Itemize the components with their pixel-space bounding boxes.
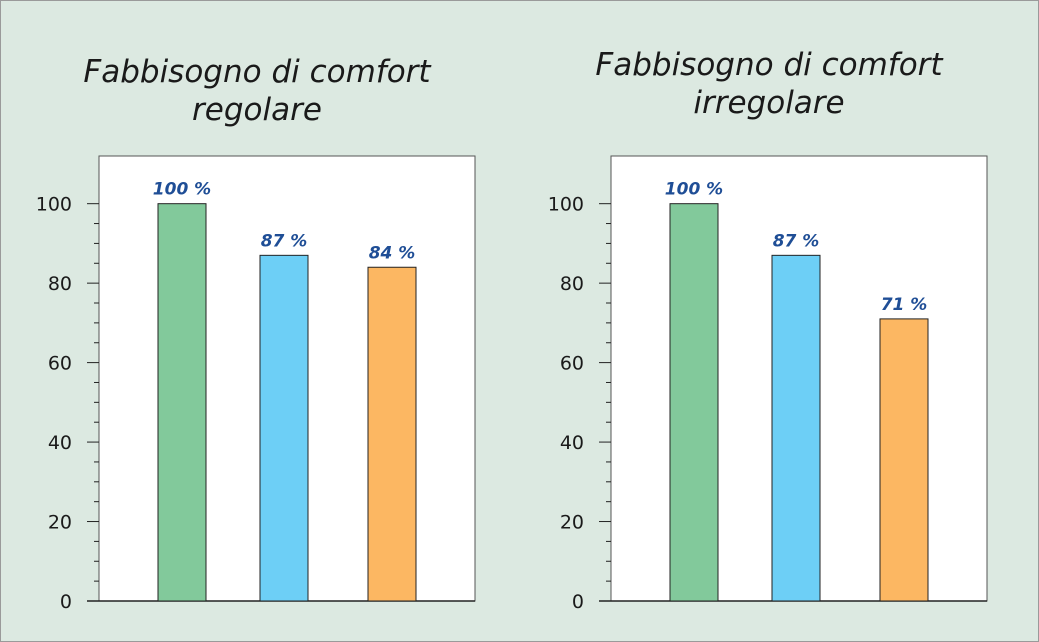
bar-value-label: 87 % <box>773 231 820 251</box>
bar <box>879 318 929 602</box>
chart-panel-irregular: Fabbisogno di comfort irregolare 0 20 40 60… <box>513 1 1025 641</box>
y-tick-label: 60 <box>48 353 72 375</box>
y-tick-label: 20 <box>48 512 72 534</box>
y-tick-label: 60 <box>560 353 584 375</box>
bar <box>259 254 309 602</box>
chart-title: Fabbisogno di comfort irregolare <box>513 46 1025 122</box>
chart-title-line-2: regolare <box>192 92 322 128</box>
bar <box>669 203 719 602</box>
bar-chart-regular: 0 20 40 60 80 100 100 % 87 % 84 % <box>36 155 476 613</box>
bar <box>367 266 417 602</box>
chart-title-line-1: Fabbisogno di comfort <box>595 47 943 83</box>
y-tick-label: 0 <box>60 591 72 613</box>
bar <box>157 203 207 602</box>
bar-value-label: 71 % <box>881 295 928 315</box>
y-tick-label: 0 <box>572 591 584 613</box>
y-tick-label: 40 <box>560 432 584 454</box>
y-tick-label: 100 <box>548 194 584 216</box>
y-tick-label: 80 <box>48 273 72 295</box>
chart-panel-regular: Fabbisogno di comfort regolare 0 20 40 60 80… <box>1 1 513 641</box>
bar-value-label: 100 % <box>153 180 211 200</box>
chart-title-line-1: Fabbisogno di comfort <box>83 54 431 90</box>
bar-value-label: 100 % <box>665 180 723 200</box>
y-tick-label: 40 <box>48 432 72 454</box>
bar-value-label: 84 % <box>369 243 416 263</box>
bar <box>771 254 821 602</box>
chart-title-line-2: irregolare <box>693 85 845 121</box>
y-tick-label: 20 <box>560 512 584 534</box>
y-tick-label: 100 <box>36 194 72 216</box>
chart-title: Fabbisogno di comfort regolare <box>1 53 513 129</box>
y-tick-label: 80 <box>560 273 584 295</box>
bar-value-label: 87 % <box>261 231 308 251</box>
bar-chart-irregular: 0 20 40 60 80 100 100 % 87 % 71 % <box>548 155 988 613</box>
